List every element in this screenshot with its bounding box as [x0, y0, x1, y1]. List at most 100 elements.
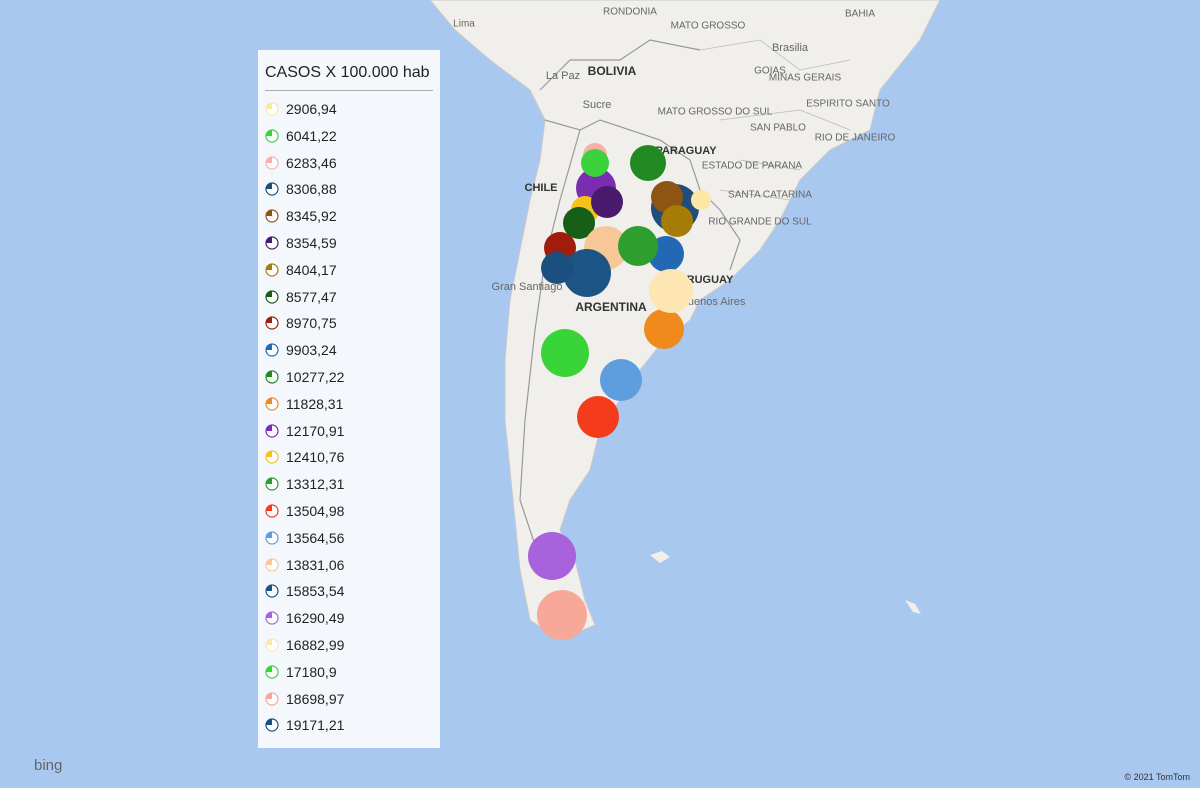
icon-pie [266, 585, 272, 592]
legend-icon [265, 129, 279, 143]
legend-icon [265, 263, 279, 277]
map-label: Gran Santiago [492, 281, 563, 293]
legend-title: CASOS X 100.000 hab [265, 64, 430, 81]
legend-icon [265, 584, 279, 598]
bubble [649, 269, 693, 313]
legend-label: 6283,46 [286, 154, 337, 171]
legend-label: 12410,76 [286, 449, 345, 466]
map-label: BOLIVIA [588, 64, 637, 78]
map-label: CHILE [525, 182, 558, 194]
legend-icon [265, 450, 279, 464]
legend-label: 2906,94 [286, 101, 337, 117]
legend-label: 18698,97 [286, 690, 345, 707]
map-label: SANTA CATARINA [728, 190, 812, 201]
icon-pie [266, 103, 272, 109]
legend-icon [265, 557, 279, 572]
legend-icon [265, 423, 279, 438]
legend-icon [265, 289, 279, 304]
map-label: MATO GROSSO [671, 21, 746, 32]
bubble [630, 145, 666, 181]
map-label: MINAS GERAIS [769, 73, 842, 84]
icon-pie [266, 665, 272, 672]
legend-icon [265, 691, 279, 706]
map-label: ESPIRITO SANTO [806, 99, 890, 110]
legend-icon [265, 236, 279, 250]
icon-pie [266, 451, 272, 458]
map-label: BAHIA [845, 9, 875, 20]
map-label: Sucre [583, 99, 612, 111]
copyright: © 2021 TomTom [1124, 772, 1191, 782]
map-label: ARGENTINA [575, 300, 647, 314]
border [519, 39, 741, 561]
bubble [591, 186, 623, 218]
bubble [618, 226, 658, 266]
legend-icon [265, 155, 279, 170]
legend-label: 17180,9 [286, 663, 337, 680]
map-label: Buenos Aires [681, 296, 746, 308]
icon-pie [266, 156, 272, 163]
legend-icon [265, 316, 279, 330]
legend: CASOS X 100.000 hab 2906,94 6041,22 6283,4… [258, 50, 440, 748]
legend-label: 12170,91 [286, 422, 345, 439]
legend-label: 8970,75 [286, 315, 337, 332]
map-label: RONDONIA [603, 7, 657, 18]
bubble [581, 149, 609, 177]
bubble [661, 205, 693, 237]
map-label: PARAGUAY [655, 145, 717, 157]
map-label: Lima [453, 19, 475, 30]
map-label: ESTADO DE PARANA [702, 161, 803, 172]
legend-label: 19171,21 [286, 717, 345, 734]
icon-pie [266, 639, 272, 645]
bubble [691, 190, 711, 210]
map-label: RIO GRANDE DO SUL [708, 217, 812, 228]
bubble [644, 309, 684, 349]
legend-label: 15853,54 [286, 583, 345, 600]
icon-pie [266, 505, 272, 511]
icon-pie [266, 612, 272, 619]
icon-pie [266, 424, 272, 431]
icon-pie [266, 719, 272, 726]
border [699, 39, 851, 201]
icon-pie [266, 183, 272, 190]
icon-pie [266, 558, 272, 565]
legend-label: 13312,31 [286, 476, 345, 493]
icon-pie [266, 344, 272, 351]
legend-icon [265, 370, 279, 384]
map-label: SAN PABLO [750, 123, 806, 134]
icon-pie [266, 478, 272, 485]
bubble [563, 207, 595, 239]
map-label: GOIAS [754, 66, 786, 77]
legend-label: 16882,99 [286, 637, 345, 653]
legend-icon [265, 209, 279, 223]
legend-icon [265, 477, 279, 491]
bubble [537, 590, 587, 640]
legend-icon [265, 343, 279, 357]
icon-pie [266, 531, 272, 538]
icon-pie [266, 210, 272, 217]
legend-label: 16290,49 [286, 610, 345, 627]
legend-label: 13831,06 [286, 556, 345, 573]
legend-label: 6041,22 [286, 127, 337, 144]
map-label: RIO DE JANEIRO [815, 133, 896, 144]
legend-label: 9903,24 [286, 342, 337, 359]
bubble [577, 396, 619, 438]
legend-icon [265, 504, 279, 518]
bubble [651, 181, 683, 213]
legend-icon [265, 531, 279, 545]
map-label: La Paz [546, 70, 580, 82]
bubble [600, 359, 642, 401]
legend-label: 8404,17 [286, 261, 337, 278]
map-label: MATO GROSSO DO SUL [658, 107, 773, 118]
icon-pie [266, 263, 272, 270]
legend-icon [265, 397, 279, 411]
bubble [528, 532, 576, 580]
legend-icon [265, 611, 279, 625]
legend-icon [265, 665, 279, 679]
icon-pie [266, 371, 272, 377]
legend-icon [265, 102, 279, 116]
icon-pie [266, 397, 272, 404]
legend-icon [265, 638, 279, 652]
bubble [541, 252, 573, 284]
